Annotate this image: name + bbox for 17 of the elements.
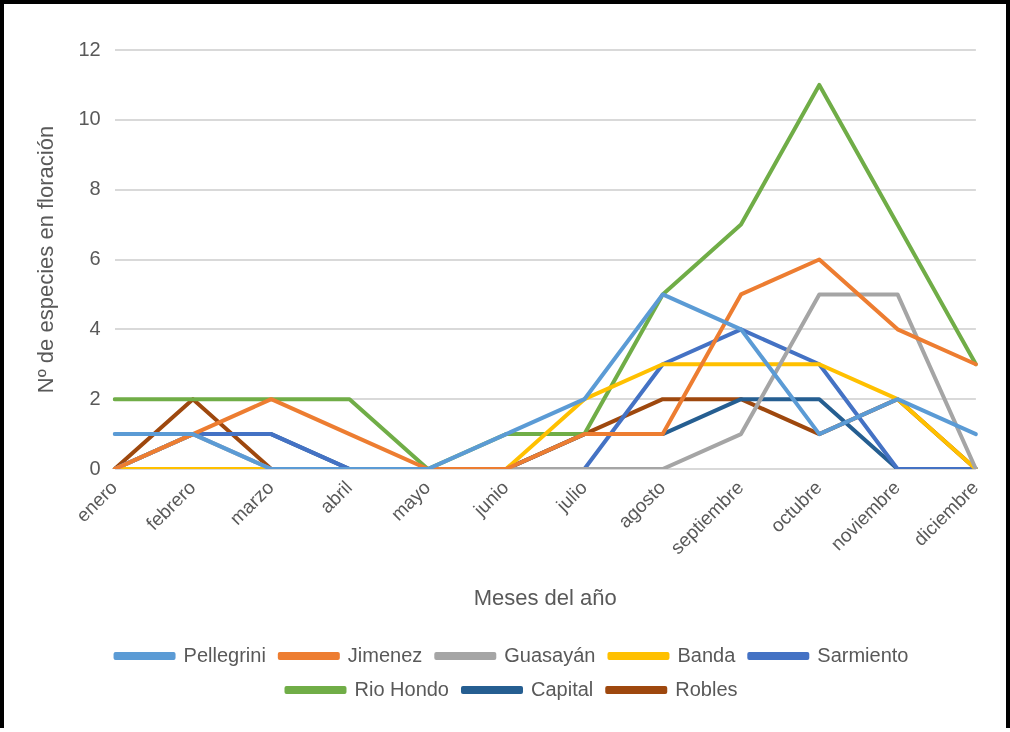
y-tick-label: 12: [78, 37, 101, 60]
legend-label: Jimenez: [347, 643, 423, 666]
legend-label: Rio Hondo: [354, 677, 450, 700]
y-tick-label: 6: [89, 247, 101, 270]
legend-label: Pellegrini: [183, 643, 266, 666]
y-tick-label: 8: [89, 177, 101, 200]
legend-label: Capital: [531, 677, 594, 700]
legend-label: Robles: [675, 677, 738, 700]
y-tick-label: 2: [89, 386, 101, 409]
legend-label: Banda: [677, 643, 737, 666]
y-tick-label: 4: [89, 316, 101, 339]
y-tick-label: 0: [89, 456, 101, 479]
x-axis-title: Meses del año: [473, 584, 617, 610]
legend-label: Guasayán: [504, 643, 596, 666]
y-axis-title: Nº de especies en floración: [33, 125, 59, 394]
legend-label: Sarmiento: [817, 643, 909, 666]
y-tick-label: 10: [78, 107, 101, 130]
